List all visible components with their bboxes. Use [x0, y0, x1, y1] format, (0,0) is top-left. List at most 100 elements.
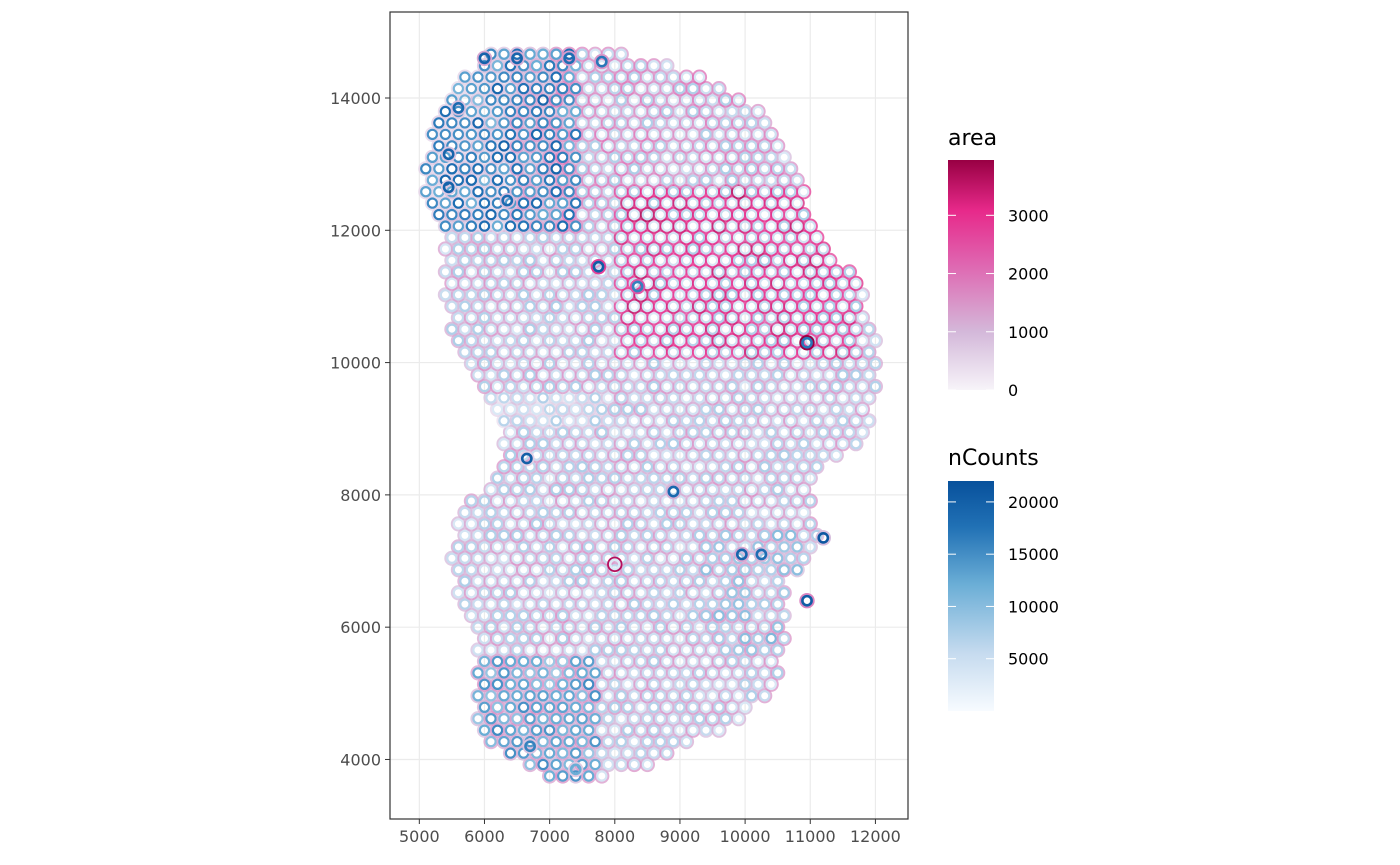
data-point	[589, 323, 601, 335]
data-point	[452, 197, 465, 209]
data-point	[719, 575, 732, 587]
data-point	[491, 701, 504, 714]
data-point	[622, 518, 634, 530]
data-point	[635, 197, 647, 209]
data-point	[472, 185, 484, 198]
data-point	[491, 151, 504, 163]
data-point	[641, 415, 654, 427]
data-point	[732, 94, 745, 106]
data-point	[674, 541, 686, 553]
data-point-halo	[757, 115, 773, 131]
data-point	[687, 541, 699, 553]
data-point	[602, 277, 615, 289]
data-point	[478, 151, 491, 163]
data-point	[785, 552, 797, 565]
data-point	[628, 231, 641, 244]
data-point	[485, 690, 497, 702]
data-point	[648, 243, 660, 255]
data-point	[674, 609, 686, 622]
data-point	[674, 564, 686, 576]
data-point	[609, 82, 621, 95]
data-point	[570, 587, 582, 599]
highlight-point	[667, 485, 680, 498]
data-point	[772, 461, 784, 473]
data-point	[511, 185, 523, 198]
data-point	[485, 163, 497, 175]
data-point	[693, 506, 706, 519]
data-point	[713, 151, 725, 163]
data-point	[817, 312, 830, 324]
data-point	[557, 472, 569, 484]
data-point	[830, 289, 843, 301]
data-point-halo	[776, 585, 792, 601]
data-point	[798, 323, 810, 335]
data-point	[732, 140, 745, 152]
data-point	[719, 277, 732, 289]
data-point	[745, 598, 758, 610]
data-point	[654, 598, 667, 610]
data-point	[850, 392, 862, 404]
data-point	[726, 609, 738, 622]
highlight-point	[755, 548, 768, 561]
data-point	[550, 552, 562, 565]
data-point	[680, 231, 693, 244]
data-point	[719, 621, 732, 633]
data-point	[765, 128, 777, 141]
data-point	[765, 380, 777, 393]
data-point	[622, 678, 634, 691]
data-point	[478, 128, 491, 141]
data-point	[765, 197, 777, 209]
data-point	[563, 208, 575, 221]
data-point	[700, 197, 712, 209]
data-point	[778, 632, 790, 645]
data-point	[726, 541, 738, 553]
data-point	[759, 667, 771, 679]
data-point	[576, 415, 588, 427]
data-point	[570, 747, 582, 759]
data-point	[680, 140, 693, 152]
data-point	[680, 713, 693, 725]
data-point-halo	[770, 573, 786, 589]
data-point	[785, 163, 797, 175]
data-point	[550, 48, 562, 60]
data-point	[817, 403, 830, 416]
data-point	[732, 644, 745, 656]
data-point	[615, 185, 628, 198]
data-point	[517, 587, 530, 599]
data-point	[732, 667, 745, 679]
data-point	[491, 243, 504, 255]
data-point	[576, 483, 588, 496]
data-point	[713, 380, 725, 393]
data-point	[687, 609, 699, 622]
data-point	[622, 289, 634, 301]
data-point	[759, 163, 771, 175]
data-point	[615, 506, 628, 519]
data-point	[615, 690, 628, 702]
data-point	[472, 690, 484, 702]
data-point	[700, 426, 712, 438]
data-point	[609, 518, 621, 530]
data-point	[745, 323, 758, 335]
data-point	[752, 472, 764, 484]
data-point	[719, 644, 732, 656]
data-point	[589, 300, 601, 312]
data-point	[700, 587, 712, 599]
data-point	[674, 174, 686, 186]
data-point	[791, 564, 803, 576]
data-point	[765, 449, 777, 461]
data-point	[530, 82, 543, 95]
data-point	[550, 621, 562, 633]
data-point	[530, 518, 543, 530]
data-point	[583, 724, 595, 736]
data-point	[661, 289, 673, 301]
data-point	[576, 300, 588, 312]
data-point	[667, 254, 680, 267]
data-point	[713, 655, 725, 668]
data-point	[596, 564, 608, 576]
data-point	[524, 667, 536, 679]
data-point	[504, 243, 517, 255]
data-point	[791, 289, 803, 301]
data-point	[739, 197, 751, 209]
data-point-halo	[776, 149, 792, 165]
data-point	[674, 472, 686, 484]
